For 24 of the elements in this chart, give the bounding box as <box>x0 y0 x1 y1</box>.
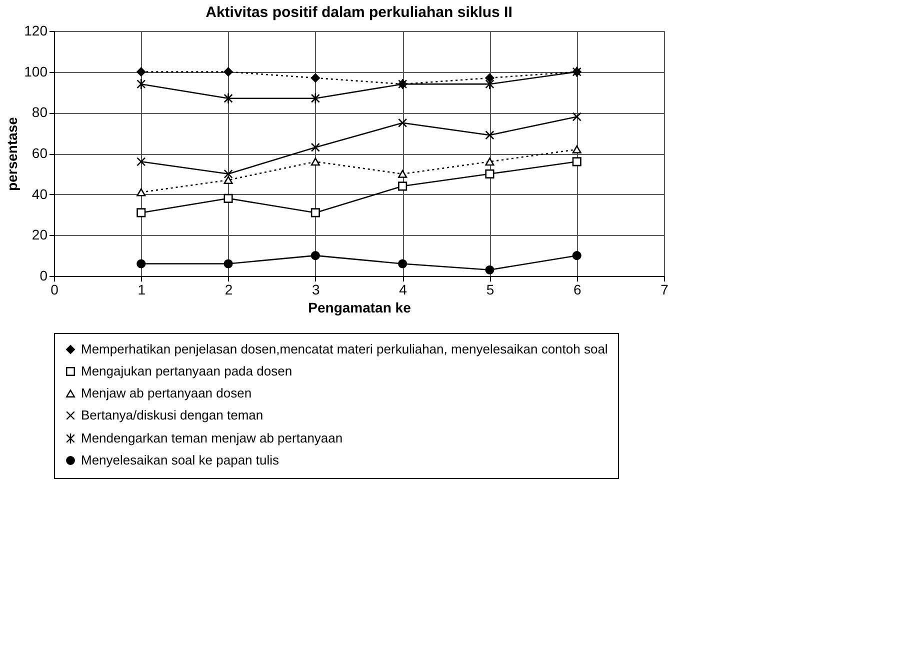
legend-label: Menjaw ab pertanyaan dosen <box>81 386 252 400</box>
x-tick-label: 1 <box>138 282 146 298</box>
x-tick-label: 7 <box>660 282 669 298</box>
y-tick-label: 120 <box>24 22 48 38</box>
y-tick-label: 20 <box>32 226 48 243</box>
y-tick-label: 100 <box>24 63 48 80</box>
x-tick-label: 6 <box>573 282 582 298</box>
x-tick-label: 2 <box>224 282 233 298</box>
x-tick-label: 5 <box>486 282 494 298</box>
y-axis-title: persentase <box>4 116 20 191</box>
y-tick-label: 40 <box>32 186 48 202</box>
legend-label: Memperhatikan penjelasan dosen,mencatat materi perkuliahan, menyelesaikan contoh soal <box>81 342 608 356</box>
y-tick-label: 80 <box>32 104 48 120</box>
x-axis-title: Pengamatan ke <box>308 300 412 316</box>
x-tick-label: 4 <box>399 282 408 298</box>
legend-label: Bertanya/diskusi dengan teman <box>81 408 264 422</box>
chart-title: Aktivitas positif dalam perkuliahan siklus II <box>206 4 512 21</box>
legend-label: Mengajukan pertanyaan pada dosen <box>81 364 292 378</box>
legend-label: Mendengarkan teman menjaw ab pertanyaan <box>81 430 343 446</box>
x-tick-label: 0 <box>50 282 59 298</box>
y-tick-label: 60 <box>32 145 48 161</box>
legend-label: Menyelesaikan soal ke papan tulis <box>81 452 280 468</box>
x-tick-label: 3 <box>312 282 320 298</box>
y-tick-label: 0 <box>40 268 48 284</box>
